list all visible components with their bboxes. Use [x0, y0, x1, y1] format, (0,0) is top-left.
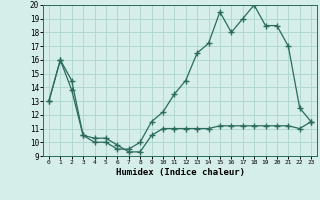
X-axis label: Humidex (Indice chaleur): Humidex (Indice chaleur): [116, 168, 244, 177]
